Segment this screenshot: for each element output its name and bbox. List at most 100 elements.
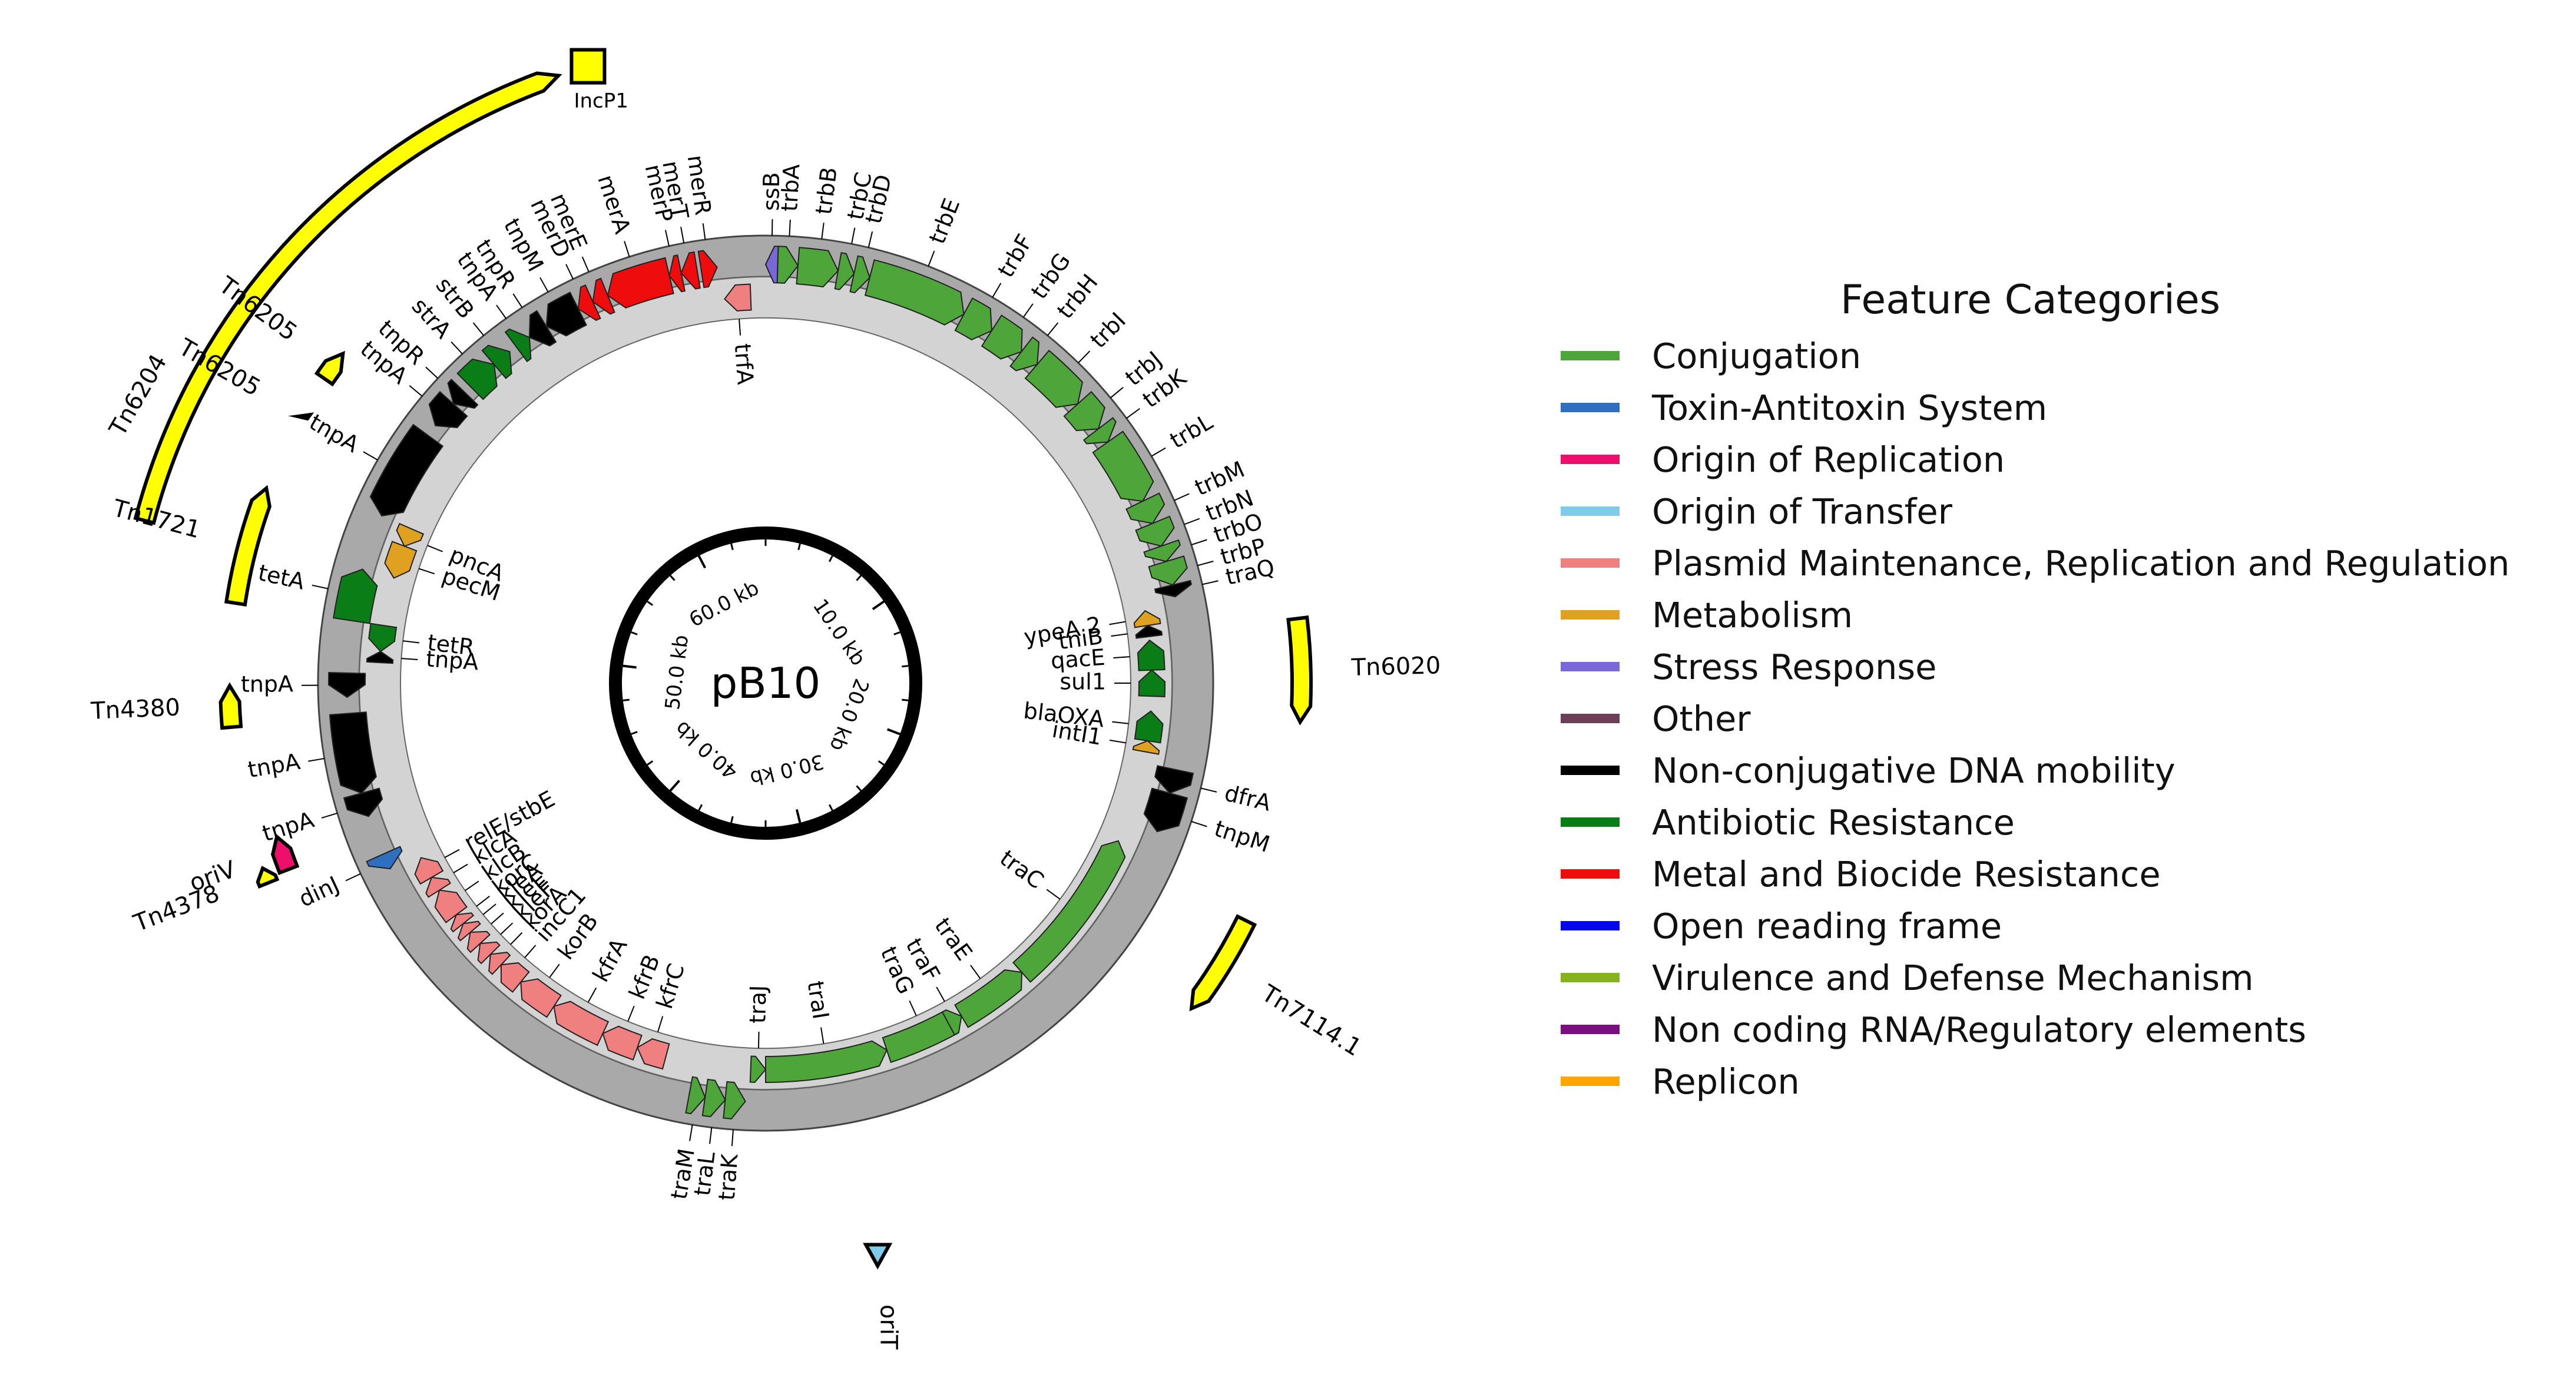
gene-arrow [1092,430,1154,502]
gene-leader-line [1113,656,1130,659]
gene-arrow [520,978,562,1018]
gene-leader-line [868,231,873,248]
gene-leader-line [482,903,496,915]
gene-leader-line [936,986,945,1002]
gene-arrow [685,1076,706,1115]
gene-arrow [954,297,992,340]
legend-item: Metal and Biocide Resistance [1561,848,2550,900]
gene-arrow [1135,624,1163,639]
gene-arrow [954,969,1023,1028]
gene-arrow [607,257,674,309]
gene-arrow [1012,840,1126,983]
scale-label: 50.0 kb [661,634,693,711]
gene-arrow [1132,740,1160,755]
gene-leader-line [909,1000,917,1016]
scale-minor-tick [730,816,734,823]
gene-leader-line [664,230,670,247]
scale-minor-tick [631,731,638,735]
gene-leader-line [401,658,418,660]
gene-leader-line [427,545,443,552]
legend-label: Open reading frame [1652,905,2002,946]
gene-leader-line [992,283,1002,298]
gene-leader-line [403,640,420,644]
gene-leader-line [465,880,479,892]
legend-swatch [1561,351,1620,360]
legend-item: Metabolism [1561,589,2550,641]
gene-leader-line [821,223,825,240]
gene-leader-line [709,1127,713,1144]
gene-label: sul1 [1059,669,1106,695]
legend-swatch [1561,558,1620,568]
gene-leader-line [1151,447,1166,457]
gene-arrow [697,250,718,289]
gene-arrow [368,622,398,653]
scale-label: 30.0 kb [747,749,826,790]
scale-tick [669,780,680,791]
gene-arrow [1138,669,1166,697]
scale-minor-tick [730,543,734,551]
gene-leader-line [409,385,423,397]
gene-label: trfA [730,343,759,386]
gene-leader-line [1110,386,1124,399]
gene-arrow [366,650,394,664]
legend-item: Origin of Replication [1561,433,2550,485]
scale-tick [623,664,637,669]
gene-label: trbF [992,230,1038,282]
gene-arrow [1148,555,1188,586]
gene-label: tnpA [425,645,479,675]
gene-leader-line [1111,633,1128,637]
gene-leader-line [627,1005,635,1022]
mobile-element-arrow [218,682,243,730]
gene-leader-line [689,1124,693,1141]
legend-swatch [1561,662,1620,671]
gene-leader-line [1047,322,1059,336]
legend-label: Non-conjugative DNA mobility [1652,750,2176,791]
mobile-element-label: IncP1 [574,89,628,112]
gene-arrow [1154,765,1194,794]
gene-arrow [776,246,799,284]
legend-swatch [1561,403,1620,412]
legend-swatch [1561,766,1620,775]
gene-leader-line [345,873,361,882]
gene-arrow [765,1040,888,1084]
mobile-element-arrow [1189,914,1257,1012]
legend-label: Metal and Biocide Resistance [1652,853,2161,895]
gene-leader-line [820,1027,825,1044]
gene-leader-line [851,227,856,244]
mobile-element-label: Tn6020 [1350,652,1441,681]
gene-leader-line [587,987,597,1003]
gene-arrow [636,1038,670,1070]
legend: Feature Categories Conjugation Toxin-Anti… [1561,271,2550,1107]
gene-arrow [1154,579,1192,598]
scale-tick [795,809,802,823]
gene-leader-line [680,227,685,243]
gene-arrow [680,251,701,290]
gene-leader-line [524,945,537,958]
gene-arrow [500,962,530,993]
gene-arrow [834,252,855,290]
gene-arrow [329,711,377,794]
gene-arrow [488,952,511,975]
legend-swatch [1561,1025,1620,1034]
legend-item: Virulence and Defense Mechanism [1561,952,2550,1004]
gene-label: tetR [426,630,476,661]
gene-leader-line [581,256,590,273]
gene-leader-line [928,250,935,267]
gene-arrow [481,345,512,379]
gene-leader-line [321,812,338,819]
gene-arrow [1125,492,1166,524]
gene-leader-line [500,922,514,935]
gene-leader-line [731,1129,734,1147]
legend-item: Open reading frame [1561,900,2550,952]
gene-leader-line [1184,518,1200,525]
mobile-element-label: oriT [875,1304,902,1350]
gene-leader-line [1191,539,1207,546]
gene-arrow [369,423,444,517]
gene-arrow [366,846,403,870]
legend-label: Toxin-Antitoxin System [1652,387,2048,428]
gene-leader-line [451,341,463,355]
legend-swatch [1561,1077,1620,1086]
gene-arrow [477,941,501,965]
scale-minor-tick [902,665,909,668]
gene-label: trbE [924,195,965,247]
